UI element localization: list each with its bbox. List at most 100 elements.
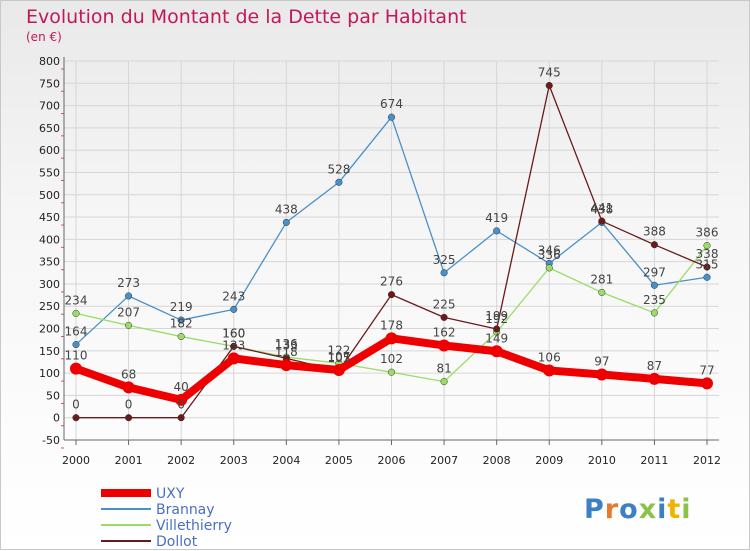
data-label-villethierry: 386 [696,226,719,240]
data-label-uxy: 149 [485,331,508,345]
data-point-dollot [703,263,711,271]
data-point-uxy [70,362,82,375]
data-point-brannay [125,292,133,300]
data-point-dollot [72,414,80,422]
legend-label-brannay: Brannay [156,502,215,518]
data-point-brannay [440,269,448,277]
data-label-villethierry: 336 [538,248,561,262]
data-point-uxy [332,363,345,376]
y-tick-label: 200 [39,323,60,336]
x-tick-label: 2008 [483,454,511,467]
data-label-uxy: 178 [380,318,403,332]
data-label-dollot: 0 [177,398,185,412]
y-tick-label: -50 [42,434,60,447]
data-point-dollot [598,217,606,225]
legend-label-uxy: UXY [156,486,185,502]
x-tick-label: 2009 [535,454,563,467]
data-label-villethierry: 81 [436,362,451,376]
data-label-brannay: 325 [433,253,456,267]
data-label-villethierry: 207 [117,305,140,319]
x-tick-label: 2006 [378,454,406,467]
data-point-brannay [493,227,501,235]
data-point-brannay [387,113,396,121]
y-tick-label: 0 [53,412,60,425]
data-label-villethierry: 122 [327,343,350,357]
data-label-brannay: 346 [538,243,561,257]
data-point-brannay [72,341,80,349]
data-point-dollot [387,291,396,299]
data-point-dollot [125,414,133,422]
y-tick-label: 650 [39,122,60,135]
data-label-brannay: 438 [275,202,298,216]
proxiti-logo: Proxiti [584,494,692,525]
data-point-brannay [703,273,711,281]
data-label-villethierry: 182 [170,317,193,331]
y-tick-label: 350 [39,256,60,269]
data-point-villethierry [387,368,396,376]
data-label-dollot: 441 [590,201,613,215]
data-point-uxy [280,359,293,372]
data-label-dollot: 0 [125,398,133,412]
x-tick-label: 2003 [220,454,248,467]
data-point-villethierry [650,309,658,317]
y-tick-label: 250 [39,300,60,313]
data-point-villethierry [72,309,80,317]
data-point-villethierry [545,264,553,272]
data-label-uxy: 107 [327,350,350,364]
data-point-uxy [227,352,240,365]
data-label-brannay: 243 [222,289,245,303]
data-label-villethierry: 235 [643,293,666,307]
data-label-uxy: 40 [174,380,189,394]
data-label-dollot: 105 [327,351,350,365]
legend-label-villethierry: Villethierry [156,518,232,534]
data-label-dollot: 0 [72,398,80,412]
data-point-brannay [282,218,290,226]
data-point-dollot [493,325,501,333]
data-label-villethierry: 234 [65,293,88,307]
data-label-villethierry: 102 [380,352,403,366]
y-tick-label: 550 [39,166,60,179]
data-label-brannay: 273 [117,276,140,290]
data-point-uxy [648,372,661,385]
x-tick-label: 2012 [693,454,721,467]
logo-text: Proxiti [584,494,692,525]
data-label-dollot: 745 [538,66,561,80]
y-tick-label: 300 [39,278,60,291]
y-tick-label: 450 [39,211,60,224]
axes: 8007507006506005505004504003503002502001… [39,55,721,467]
data-point-uxy [438,339,451,352]
y-tick-label: 600 [39,144,60,157]
data-label-dollot: 199 [485,309,508,323]
x-tick-label: 2011 [640,454,668,467]
x-tick-label: 2004 [272,454,300,467]
data-label-uxy: 110 [65,349,88,363]
data-label-brannay: 315 [696,257,719,271]
data-label-dollot: 160 [222,326,245,340]
data-point-uxy [543,364,556,377]
data-label-uxy: 118 [275,345,298,359]
x-tick-label: 2010 [588,454,616,467]
data-point-brannay [650,281,658,289]
x-tick-label: 2007 [430,454,458,467]
data-point-villethierry [598,288,606,296]
data-point-dollot [440,313,448,321]
data-point-villethierry [177,333,185,341]
data-label-villethierry: 281 [590,272,613,286]
data-label-uxy: 77 [699,363,714,377]
data-label-dollot: 388 [643,225,666,239]
data-label-brannay: 674 [380,97,403,111]
data-label-uxy: 68 [121,367,136,381]
data-point-villethierry [703,242,711,250]
data-label-dollot: 225 [433,297,456,311]
chart-subtitle: (en €) [26,30,62,44]
chart-title: Evolution du Montant de la Dette par Hab… [26,6,467,28]
data-point-uxy [175,393,188,406]
data-point-uxy [490,345,503,358]
data-point-uxy [122,381,135,394]
y-tick-label: 100 [39,367,60,380]
data-label-uxy: 133 [222,338,245,352]
